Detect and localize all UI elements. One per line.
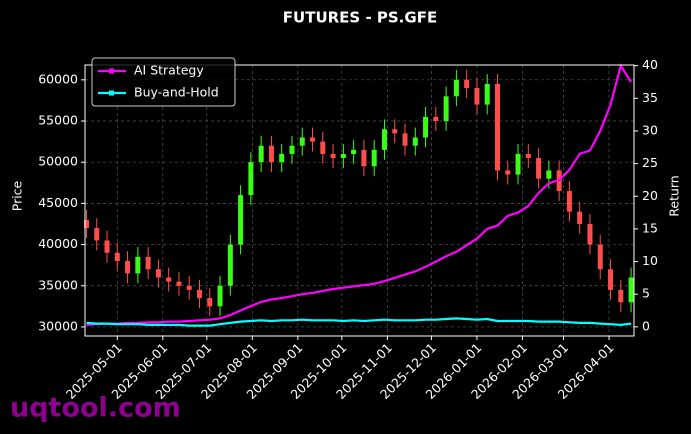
candle-body — [381, 129, 387, 150]
y2-tick-label: 10 — [642, 253, 658, 268]
candle-body — [484, 83, 490, 105]
candle-body — [186, 285, 192, 290]
candle-body — [310, 137, 316, 142]
y-tick-label: 30000 — [38, 318, 78, 333]
candle-body — [114, 252, 120, 262]
candle-body — [494, 83, 500, 171]
candle-body — [279, 153, 285, 163]
candle-body — [145, 256, 151, 270]
watermark: uqtool.com — [10, 393, 181, 424]
candle-body — [546, 170, 552, 179]
candle-body — [135, 256, 141, 274]
y2-tick-label: 30 — [642, 122, 658, 137]
legend-marker — [109, 90, 114, 96]
candle-body — [217, 285, 223, 307]
y-tick-label: 40000 — [38, 236, 78, 251]
candle-body — [515, 153, 521, 175]
y2-tick-label: 5 — [642, 286, 650, 301]
candle-body — [258, 145, 264, 163]
candle-body — [238, 195, 244, 245]
y2-tick-label: 25 — [642, 155, 658, 170]
y-axis-label: Price — [10, 180, 25, 211]
candle-body — [176, 281, 182, 286]
y2-axis-label: Return — [667, 175, 682, 216]
candle-body — [608, 269, 614, 290]
candle-body — [125, 261, 131, 274]
candle-body — [371, 149, 377, 167]
legend-marker — [109, 68, 114, 74]
candle-body — [474, 88, 480, 105]
plot-frame — [84, 64, 635, 337]
candle-body — [525, 153, 531, 159]
y-tick-label: 55000 — [38, 113, 78, 128]
candle-body — [453, 79, 459, 97]
candle-body — [505, 170, 511, 175]
candle-body — [227, 244, 233, 286]
candle-body — [536, 158, 542, 179]
candle-body — [443, 96, 449, 122]
y-tick-label: 50000 — [38, 154, 78, 169]
candle-body — [618, 289, 624, 303]
return-line — [86, 317, 632, 327]
candle-body — [330, 153, 336, 159]
candle-body — [299, 137, 305, 146]
y-tick-label: 45000 — [38, 195, 78, 210]
candle-body — [412, 137, 418, 146]
y2-tick-label: 0 — [642, 318, 650, 333]
candle-body — [566, 191, 572, 212]
y2-tick-label: 40 — [642, 57, 658, 72]
candle-body — [155, 269, 161, 278]
y-tick-label: 35000 — [38, 277, 78, 292]
candle-body — [587, 223, 593, 245]
candle-body — [361, 149, 367, 167]
candle-body — [402, 133, 408, 146]
candle-body — [464, 79, 470, 89]
candle-body — [433, 116, 439, 122]
candle-body — [628, 277, 634, 303]
y2-tick-label: 35 — [642, 90, 658, 105]
legend-label: AI Strategy — [134, 63, 204, 78]
candle-body — [392, 129, 398, 134]
y2-tick-label: 15 — [642, 220, 658, 235]
candle-body — [597, 244, 603, 270]
candle-body — [207, 298, 213, 307]
chart-title: FUTURES - PS.GFE — [283, 9, 437, 27]
candle-body — [423, 116, 429, 138]
return-line — [86, 62, 633, 326]
y2-tick-label: 20 — [642, 188, 658, 203]
candle-body — [268, 145, 274, 163]
candle-body — [320, 141, 326, 154]
candle-body — [351, 149, 357, 154]
y-tick-label: 60000 — [38, 71, 78, 86]
candle-body — [196, 289, 202, 299]
legend-box — [91, 57, 236, 107]
candle-body — [340, 153, 346, 159]
candle-body — [248, 162, 254, 196]
candle-body — [83, 219, 89, 229]
candle-body — [94, 228, 100, 241]
candle-body — [577, 211, 583, 224]
candle-body — [166, 277, 172, 282]
legend-label: Buy-and-Hold — [134, 85, 219, 100]
candle-body — [289, 145, 295, 154]
candle-body — [104, 240, 110, 253]
